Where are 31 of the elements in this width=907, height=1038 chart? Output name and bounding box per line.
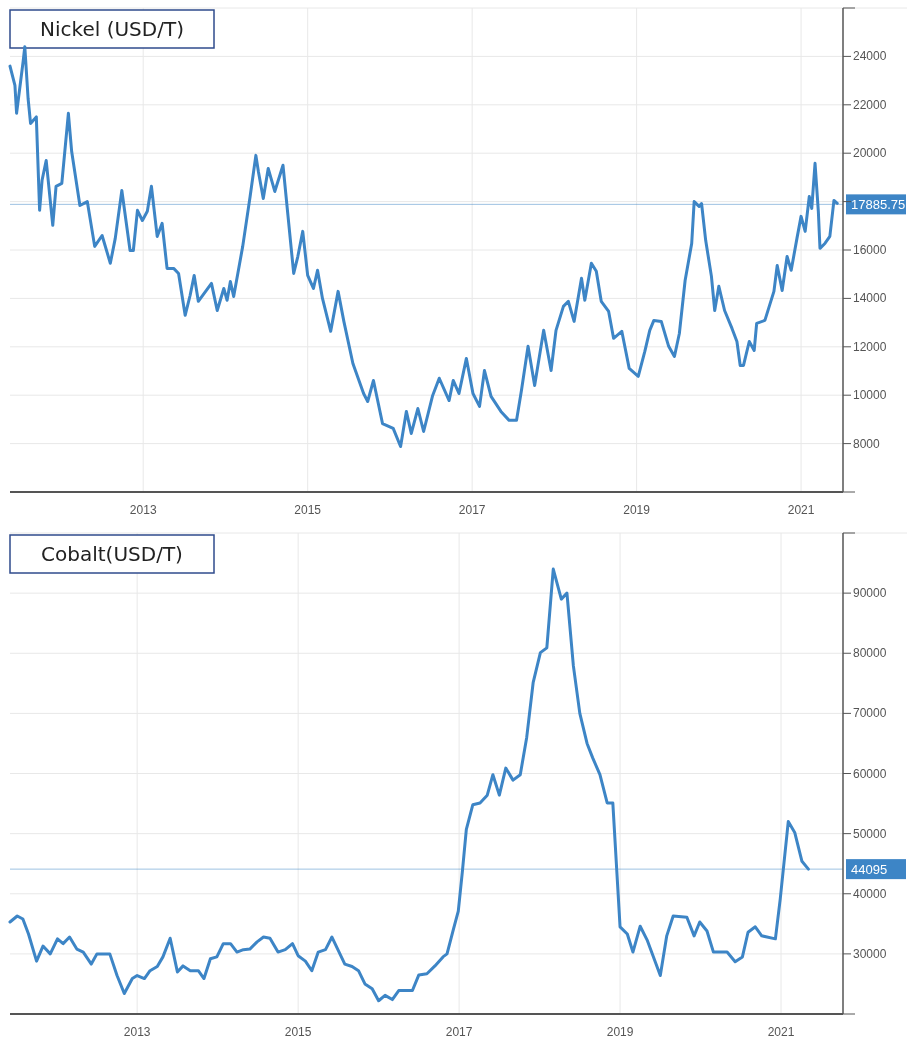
x-tick-label: 2021 xyxy=(787,503,815,517)
x-tick-label: 2019 xyxy=(606,1025,634,1038)
y-tick-label: 22000 xyxy=(853,97,887,112)
y-tick-label: 16000 xyxy=(853,243,887,257)
x-tick-label: 2015 xyxy=(294,503,322,517)
ref-line-label: 17885.75 xyxy=(851,197,906,213)
y-tick-label: 90000 xyxy=(853,586,887,601)
x-tick-label: 2017 xyxy=(458,503,486,517)
y-tick-label: 70000 xyxy=(853,706,887,721)
x-tick-label: 2013 xyxy=(129,503,157,517)
y-tick-label: 8000 xyxy=(853,436,881,451)
y-tick-label: 14000 xyxy=(853,291,887,306)
y-tick-label: 20000 xyxy=(853,146,887,161)
y-tick-label: 24000 xyxy=(853,49,887,64)
ref-line-label: 44095 xyxy=(851,862,888,878)
x-tick-label: 2017 xyxy=(445,1025,473,1038)
x-tick-label: 2013 xyxy=(123,1025,151,1038)
y-tick-label: 30000 xyxy=(853,946,887,961)
x-tick-label: 2021 xyxy=(767,1025,795,1038)
y-tick-label: 10000 xyxy=(853,388,887,403)
x-tick-label: 2015 xyxy=(284,1025,312,1038)
text: Nickel (USD/T) xyxy=(40,17,184,41)
text: Cobalt(USD/T) xyxy=(41,542,183,566)
y-tick-label: 40000 xyxy=(853,886,887,901)
line-series xyxy=(8,567,810,1003)
y-tick-label: 12000 xyxy=(853,339,887,354)
x-tick-label: 2019 xyxy=(623,503,651,517)
y-tick-label: 80000 xyxy=(853,646,887,661)
y-tick-label: 50000 xyxy=(853,826,887,841)
y-tick-label: 60000 xyxy=(853,766,887,781)
line-series xyxy=(8,45,839,448)
